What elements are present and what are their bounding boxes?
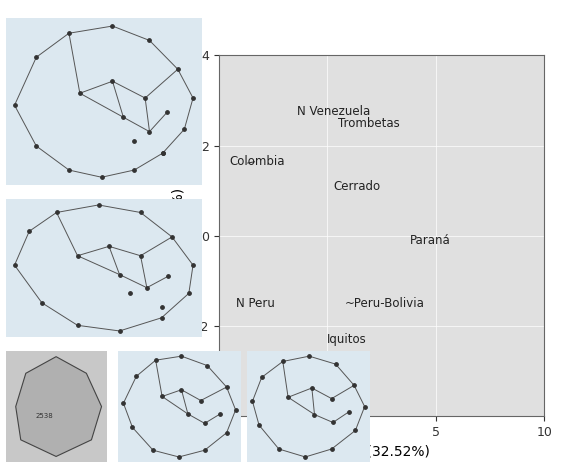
Text: Iquitos: Iquitos: [327, 333, 367, 346]
Point: [130, 166, 139, 174]
Point: [188, 94, 197, 102]
Point: [327, 395, 336, 402]
Text: Cerrado: Cerrado: [334, 180, 381, 193]
Point: [200, 447, 209, 454]
Point: [157, 314, 166, 322]
Text: N Venezuela: N Venezuela: [297, 105, 370, 118]
Point: [185, 290, 194, 297]
Text: Trombetas: Trombetas: [338, 116, 400, 129]
Point: [183, 410, 192, 418]
Point: [10, 261, 19, 269]
Point: [215, 410, 224, 418]
Point: [108, 22, 117, 30]
Point: [351, 427, 360, 434]
Point: [104, 243, 113, 250]
Point: [284, 394, 293, 401]
Point: [38, 299, 47, 306]
Point: [278, 358, 287, 365]
Point: [108, 78, 117, 85]
Point: [177, 386, 186, 394]
Point: [10, 102, 19, 109]
Point: [115, 271, 124, 278]
Point: [163, 273, 172, 280]
X-axis label: CV1 (32.52%): CV1 (32.52%): [334, 444, 429, 458]
Point: [203, 362, 211, 369]
Point: [360, 403, 369, 410]
Point: [222, 383, 231, 391]
Point: [32, 142, 41, 150]
Point: [200, 419, 209, 427]
Point: [329, 419, 338, 426]
Text: Colombia: Colombia: [229, 155, 285, 168]
Point: [65, 166, 73, 174]
Point: [173, 66, 182, 73]
Point: [25, 228, 34, 235]
Point: [128, 424, 137, 431]
Point: [257, 374, 266, 381]
Point: [141, 94, 150, 102]
Point: [305, 353, 314, 360]
Point: [126, 290, 135, 297]
Point: [307, 384, 316, 392]
Text: Paraná: Paraná: [410, 234, 450, 247]
Point: [327, 445, 336, 453]
Point: [136, 252, 145, 260]
Point: [350, 382, 358, 389]
Point: [168, 233, 177, 241]
Point: [97, 174, 106, 181]
Point: [158, 393, 167, 400]
Point: [331, 360, 340, 368]
Point: [157, 303, 166, 310]
Point: [94, 201, 103, 209]
Point: [158, 150, 167, 157]
Point: [145, 37, 154, 44]
Point: [344, 408, 353, 415]
Point: [73, 252, 82, 260]
Point: [115, 327, 124, 334]
Point: [142, 284, 151, 292]
Point: [73, 322, 82, 329]
Point: [158, 150, 167, 157]
Point: [132, 373, 141, 380]
Point: [119, 114, 128, 121]
Point: [52, 209, 61, 216]
Point: [177, 353, 186, 360]
Point: [301, 453, 310, 461]
Point: [174, 453, 183, 461]
Point: [119, 400, 128, 407]
Point: [310, 411, 319, 418]
Y-axis label: CV2 (19.49%): CV2 (19.49%): [171, 188, 185, 284]
Point: [130, 138, 139, 145]
Point: [231, 406, 240, 413]
Point: [151, 357, 160, 364]
Text: N Peru: N Peru: [236, 297, 275, 310]
Point: [188, 261, 197, 269]
Point: [196, 397, 205, 404]
Point: [149, 447, 158, 454]
Text: ~Peru-Bolivia: ~Peru-Bolivia: [344, 297, 425, 310]
Point: [248, 398, 257, 405]
Point: [274, 445, 283, 453]
Text: 2538: 2538: [36, 413, 54, 419]
Point: [163, 109, 172, 116]
Point: [65, 30, 73, 37]
Point: [255, 421, 264, 429]
Point: [75, 90, 84, 97]
Point: [180, 126, 189, 133]
Polygon shape: [16, 357, 102, 456]
Point: [145, 128, 154, 135]
Point: [222, 429, 231, 437]
Text: S Venezuela: S Venezuela: [258, 360, 330, 373]
Point: [136, 209, 145, 216]
Point: [32, 54, 41, 61]
